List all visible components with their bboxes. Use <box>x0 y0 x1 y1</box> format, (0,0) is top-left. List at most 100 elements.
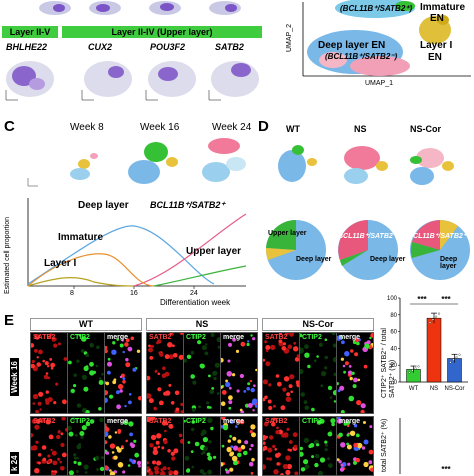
umap-bhlhe22 <box>5 61 54 101</box>
channel-label: merge <box>223 334 245 341</box>
data-point <box>431 318 435 321</box>
micrograph-ns-cor-merge: merge <box>336 332 374 414</box>
condition-label: WT <box>286 124 300 134</box>
curve-label-layer1: Layer I <box>44 258 77 269</box>
micrograph-ns-ctip2: CTIP2 <box>183 416 221 476</box>
channel-label: SATB2 <box>33 334 56 341</box>
significance-label: *** <box>441 295 451 304</box>
micrograph-ns-cor-merge: merge <box>336 416 374 476</box>
umap-satb2 <box>208 61 259 101</box>
layer-tag-ii-v: Layer II-V <box>2 26 58 38</box>
pie-ns <box>338 220 398 280</box>
panel-c-ylabel: Estimated cell proportion <box>4 216 11 294</box>
panel-c-curves <box>27 198 247 289</box>
condition-header: WT <box>30 318 142 331</box>
curve-label-immature: Immature <box>58 232 104 243</box>
micrograph-ns-cor-satb2: SATB2 <box>262 416 300 476</box>
bar-chart: 0 20 40 60 80 100 WT NS NS-Cor *** *** *** <box>387 295 468 474</box>
micrograph-ns-cor-ctip2: CTIP2 <box>299 332 337 414</box>
condition-label: NS <box>354 124 367 134</box>
bar-ylabel-bottom: total SATB2⁺ (%) <box>381 418 388 472</box>
channel-label: CTIP2 <box>70 418 90 425</box>
data-point <box>449 361 452 364</box>
micrograph-ns-cor-satb2: SATB2 <box>262 332 300 414</box>
micrograph-wt-merge: merge <box>104 332 142 414</box>
umap-thumb <box>35 0 75 20</box>
channel-label: SATB2 <box>149 334 172 341</box>
cluster-label-layer1-en: EN <box>428 52 442 63</box>
panel-c-xlabel: Differentiation week <box>160 298 231 307</box>
micrograph-wt-merge: merge <box>104 416 142 476</box>
umap-cux2 <box>81 61 132 101</box>
pie-label-deep: Deep layer <box>440 256 458 270</box>
gene-label: SATB2 <box>215 42 244 52</box>
x-tick-label: WT <box>409 386 419 392</box>
channel-label: CTIP2 <box>186 418 206 425</box>
significance-label: *** <box>417 295 427 304</box>
umap-ylabel: UMAP_2 <box>286 23 293 52</box>
panel-c-xtick: 16 <box>130 290 138 297</box>
pie-label-bcl: BCL11B⁺/SATB2⁺ <box>338 233 397 240</box>
y-tick-label: 20 <box>390 363 397 369</box>
week-label: Week 24 <box>212 122 252 133</box>
pie-nscor <box>410 220 470 280</box>
channel-label: merge <box>107 418 129 425</box>
channel-label: CTIP2 <box>302 334 322 341</box>
gene-label: POU3F2 <box>150 42 186 52</box>
channel-label: SATB2 <box>265 418 288 425</box>
pie-label-upper: Upper layer <box>268 230 307 237</box>
micrograph-wt-ctip2: CTIP2 <box>67 416 105 476</box>
channel-label: SATB2 <box>265 334 288 341</box>
row-label-week24: k 24 <box>10 452 19 474</box>
data-point <box>434 315 438 318</box>
gene-label: BHLHE22 <box>6 42 48 52</box>
week-label: Week 16 <box>140 122 180 133</box>
bar-ylabel: CTIP2⁺ SATB2⁺ / total SATB2⁺ (%) <box>381 328 396 398</box>
y-tick-label: 40 <box>390 346 397 352</box>
micrograph-ns-merge: merge <box>220 332 258 414</box>
micrograph-ns-cor-ctip2: CTIP2 <box>299 416 337 476</box>
cluster-label-layer1: Layer I <box>420 40 453 51</box>
condition-header: NS-Cor <box>262 318 374 331</box>
cluster-label-deep: Deep layer EN <box>318 40 386 51</box>
panel-letter-c: C <box>4 118 15 135</box>
x-tick-label: NS-Cor <box>444 386 464 392</box>
micrograph-wt-satb2: SATB2 <box>30 332 68 414</box>
channel-label: merge <box>339 334 361 341</box>
panel-c-xtick: 24 <box>190 290 198 297</box>
micrograph-ns-satb2: SATB2 <box>146 332 184 414</box>
curve-label-bcl: BCL11B⁺/SATB2⁺ <box>150 200 226 210</box>
channel-label: CTIP2 <box>70 334 90 341</box>
pie-wt <box>265 219 326 280</box>
data-point <box>428 321 432 324</box>
data-point <box>458 353 461 356</box>
y-tick-label: 80 <box>390 313 397 319</box>
pie-label-deep: Deep layer <box>296 256 332 263</box>
cluster-label-bcl: (BCL11B⁺/SATB2⁺) <box>340 4 413 13</box>
umap-thumb <box>85 0 125 20</box>
panel-b-umap <box>302 0 471 77</box>
micrograph-wt-ctip2: CTIP2 <box>67 332 105 414</box>
panel-c-umaps <box>27 138 246 187</box>
channel-label: merge <box>223 418 245 425</box>
layer-tag-ii-iv: Layer II-IV (Upper layer) <box>62 26 262 38</box>
curve-label-deep: Deep layer <box>78 200 129 211</box>
row-label-week16: Week 16 <box>10 358 19 396</box>
data-point <box>437 312 441 315</box>
panel-d-umaps <box>278 145 454 185</box>
micrograph-wt-satb2: SATB2 <box>30 416 68 476</box>
umap-thumb <box>145 0 185 20</box>
channel-label: CTIP2 <box>302 418 322 425</box>
y-tick-label: 100 <box>387 296 398 302</box>
panel-letter-d: D <box>258 118 269 135</box>
data-point <box>408 371 411 374</box>
panel-c-xtick: 8 <box>70 290 74 297</box>
micrograph-ns-ctip2: CTIP2 <box>183 332 221 414</box>
panel-d-pies <box>265 219 470 280</box>
umap-pou3f2 <box>145 61 196 101</box>
data-point <box>411 369 414 372</box>
umap-xlabel: UMAP_1 <box>365 80 394 87</box>
channel-label: SATB2 <box>33 418 56 425</box>
data-point <box>414 367 417 370</box>
panel-letter-e: E <box>4 312 15 329</box>
